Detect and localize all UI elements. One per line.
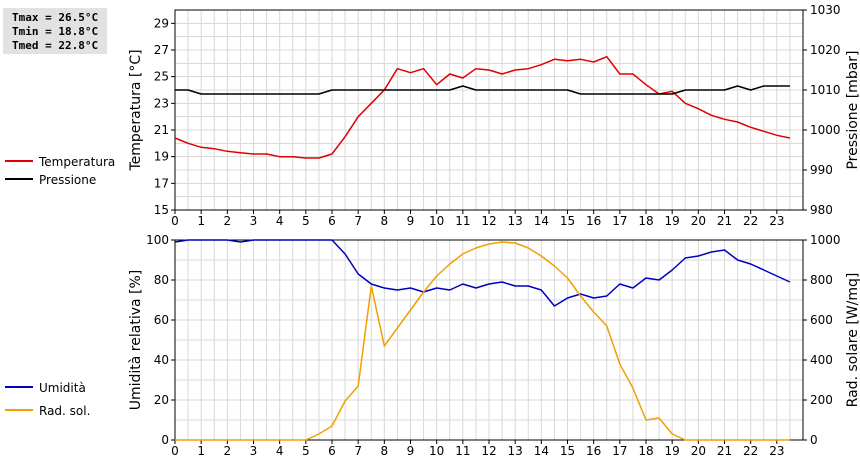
bottom-y2-tick-label: 600 [810,313,833,327]
top-x-tick-label: 22 [743,214,758,228]
bottom-x-tick-label: 10 [429,444,444,458]
bottom-y2-tick-label: 400 [810,353,833,367]
series-line-umidit [174,239,791,307]
top-x-tick-label: 23 [769,214,784,228]
top-y-tick-label: 17 [154,176,169,190]
top-y-tick-label: 21 [154,123,169,137]
tmax-text: Tmax = 26.5°C [12,11,99,24]
bottom-x-tick-label: 17 [612,444,627,458]
top-x-tick-label: 21 [717,214,732,228]
bottom-x-tick-label: 15 [560,444,575,458]
top-y2-tick-label: 990 [810,163,833,177]
legend-swatch-pressione [5,178,33,180]
top-x-tick-label: 19 [665,214,680,228]
top-x-tick-label: 15 [560,214,575,228]
bottom-y2-tick-label: 800 [810,273,833,287]
bottom-x-tick-label: 7 [354,444,362,458]
top-x-tick-label: 2 [224,214,232,228]
legend-swatch-rad-sol [5,409,33,411]
top-y-tick-label: 15 [154,203,169,217]
bottom-x-tick-label: 16 [586,444,601,458]
top-y-tick-label: 27 [154,43,169,57]
top-y-tick-label: 25 [154,70,169,84]
bottom-x-tick-label: 19 [665,444,680,458]
bottom-y2-tick-label: 1000 [810,233,841,247]
bottom-x-tick-label: 21 [717,444,732,458]
bottom-x-tick-label: 20 [691,444,706,458]
top-y2-tick-label: 980 [810,203,833,217]
top-x-tick-label: 16 [586,214,601,228]
legend-swatch-umidita [5,386,33,388]
bottom-y-axis-label: Umidità relativa [%] [128,270,144,411]
top-x-tick-label: 6 [328,214,336,228]
top-x-tick-label: 17 [612,214,627,228]
bottom-y-tick-label: 0 [161,433,169,447]
top-x-tick-label: 11 [455,214,470,228]
series-line-temperatura [174,55,791,159]
bottom-x-tick-label: 8 [381,444,389,458]
top-x-tick-label: 7 [354,214,362,228]
bottom-x-tick-label: 5 [302,444,310,458]
top-x-tick-label: 20 [691,214,706,228]
top-y-tick-label: 29 [154,16,169,30]
bottom-y-tick-label: 40 [154,353,169,367]
top-y2-tick-label: 1030 [810,3,841,17]
top-x-tick-label: 1 [197,214,205,228]
bottom-x-tick-label: 22 [743,444,758,458]
bottom-y2-axis-label: Rad. solare [W/mq] [845,273,860,408]
top-y-tick-label: 19 [154,150,169,164]
bottom-y-tick-label: 100 [146,233,169,247]
top-x-tick-label: 4 [276,214,284,228]
top-x-tick-label: 8 [381,214,389,228]
top-x-tick-label: 9 [407,214,415,228]
tmin-text: Tmin = 18.8°C [12,25,99,38]
bottom-y-tick-label: 20 [154,393,169,407]
top-y2-axis-label: Pressione [mbar] [845,50,860,169]
bottom-x-tick-label: 23 [769,444,784,458]
bottom-y2-tick-label: 0 [810,433,818,447]
bottom-x-tick-label: 6 [328,444,336,458]
bottom-x-tick-label: 1 [197,444,205,458]
bottom-x-tick-label: 9 [407,444,415,458]
top-x-tick-label: 13 [508,214,523,228]
series-line-rad-sol [175,241,790,441]
legend-label-rad-sol: Rad. sol. [39,404,91,418]
series-line-pressione [175,85,790,95]
legend-label-umidita: Umidità [39,381,86,395]
legend-swatch-temperatura [5,160,33,162]
top-y2-tick-label: 1010 [810,83,841,97]
top-x-tick-label: 0 [171,214,179,228]
bottom-y-tick-label: 80 [154,273,169,287]
tmed-text: Tmed = 22.8°C [12,39,99,52]
bottom-x-tick-label: 4 [276,444,284,458]
top-x-tick-label: 14 [534,214,549,228]
bottom-y2-tick-label: 200 [810,393,833,407]
top-y2-tick-label: 1020 [810,43,841,57]
bottom-x-tick-label: 13 [508,444,523,458]
legend-label-pressione: Pressione [39,173,97,187]
bottom-x-tick-label: 0 [171,444,179,458]
bottom-x-tick-label: 14 [534,444,549,458]
top-y2-tick-label: 1000 [810,123,841,137]
bottom-x-tick-label: 11 [455,444,470,458]
legend-label-temperatura: Temperatura [39,155,116,169]
top-y-axis-label: Temperatura [°C] [128,49,144,171]
bottom-y-tick-label: 60 [154,313,169,327]
bottom-x-tick-label: 2 [224,444,232,458]
top-x-tick-label: 18 [638,214,653,228]
top-x-tick-label: 12 [481,214,496,228]
bottom-x-tick-label: 18 [638,444,653,458]
top-x-tick-label: 10 [429,214,444,228]
stats-box: Tmax = 26.5°C Tmin = 18.8°C Tmed = 22.8°… [3,8,107,54]
top-x-tick-label: 3 [250,214,258,228]
top-y-tick-label: 23 [154,96,169,110]
bottom-x-tick-label: 3 [250,444,258,458]
bottom-x-tick-label: 12 [481,444,496,458]
top-x-tick-label: 5 [302,214,310,228]
